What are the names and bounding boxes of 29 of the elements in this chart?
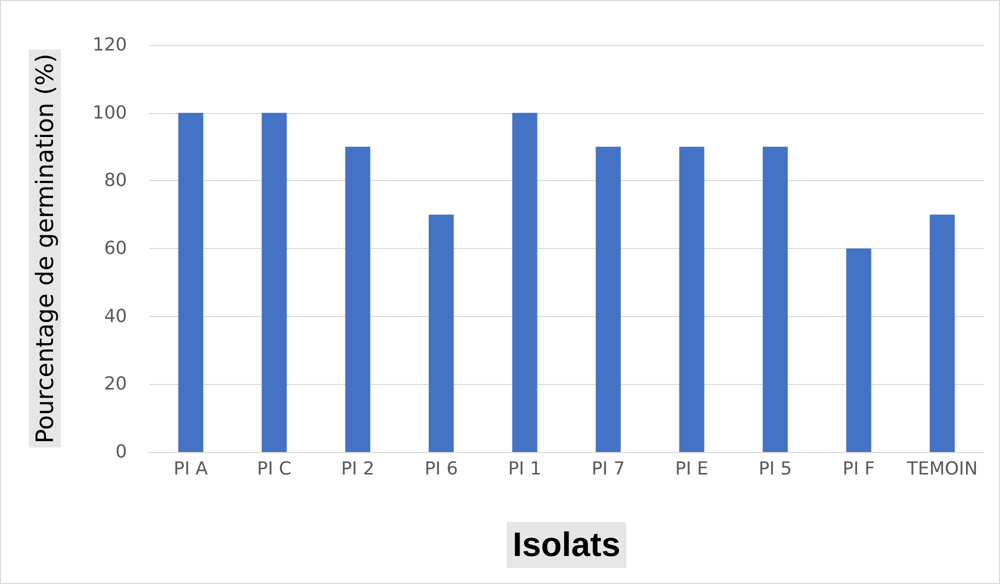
y-tick-label: 20 (104, 374, 127, 395)
y-tick-label: 60 (104, 238, 127, 259)
y-axis-title: Pourcentage de germination (%) (31, 54, 59, 444)
y-tick-label: 0 (116, 442, 127, 462)
y-tick-label: 120 (92, 34, 127, 56)
bar (428, 214, 454, 452)
bar (679, 146, 704, 452)
y-tick-label: 80 (104, 170, 127, 192)
x-axis-title: Isolats (512, 526, 620, 564)
x-tick-label: PI 6 (424, 458, 458, 480)
bar (262, 112, 287, 452)
bar (596, 146, 621, 452)
bar (762, 146, 788, 452)
x-tick-label: TEMOIN (906, 458, 978, 480)
bar (846, 248, 872, 452)
bar (178, 112, 204, 452)
x-tick-label: PI C (257, 458, 292, 480)
bar (345, 146, 370, 452)
bar (512, 112, 538, 452)
x-tick-label: PI A (174, 458, 209, 480)
y-tick-label: 100 (92, 102, 127, 124)
x-tick-label: PI 5 (758, 458, 792, 480)
x-tick-label: PI F (842, 458, 875, 480)
x-tick-label: PI E (675, 458, 708, 480)
y-tick-label: 40 (104, 306, 127, 327)
bar (930, 214, 955, 452)
x-tick-label: PI 7 (592, 458, 625, 480)
x-tick-label: PI 1 (508, 458, 542, 480)
x-tick-label: PI 2 (341, 458, 374, 480)
